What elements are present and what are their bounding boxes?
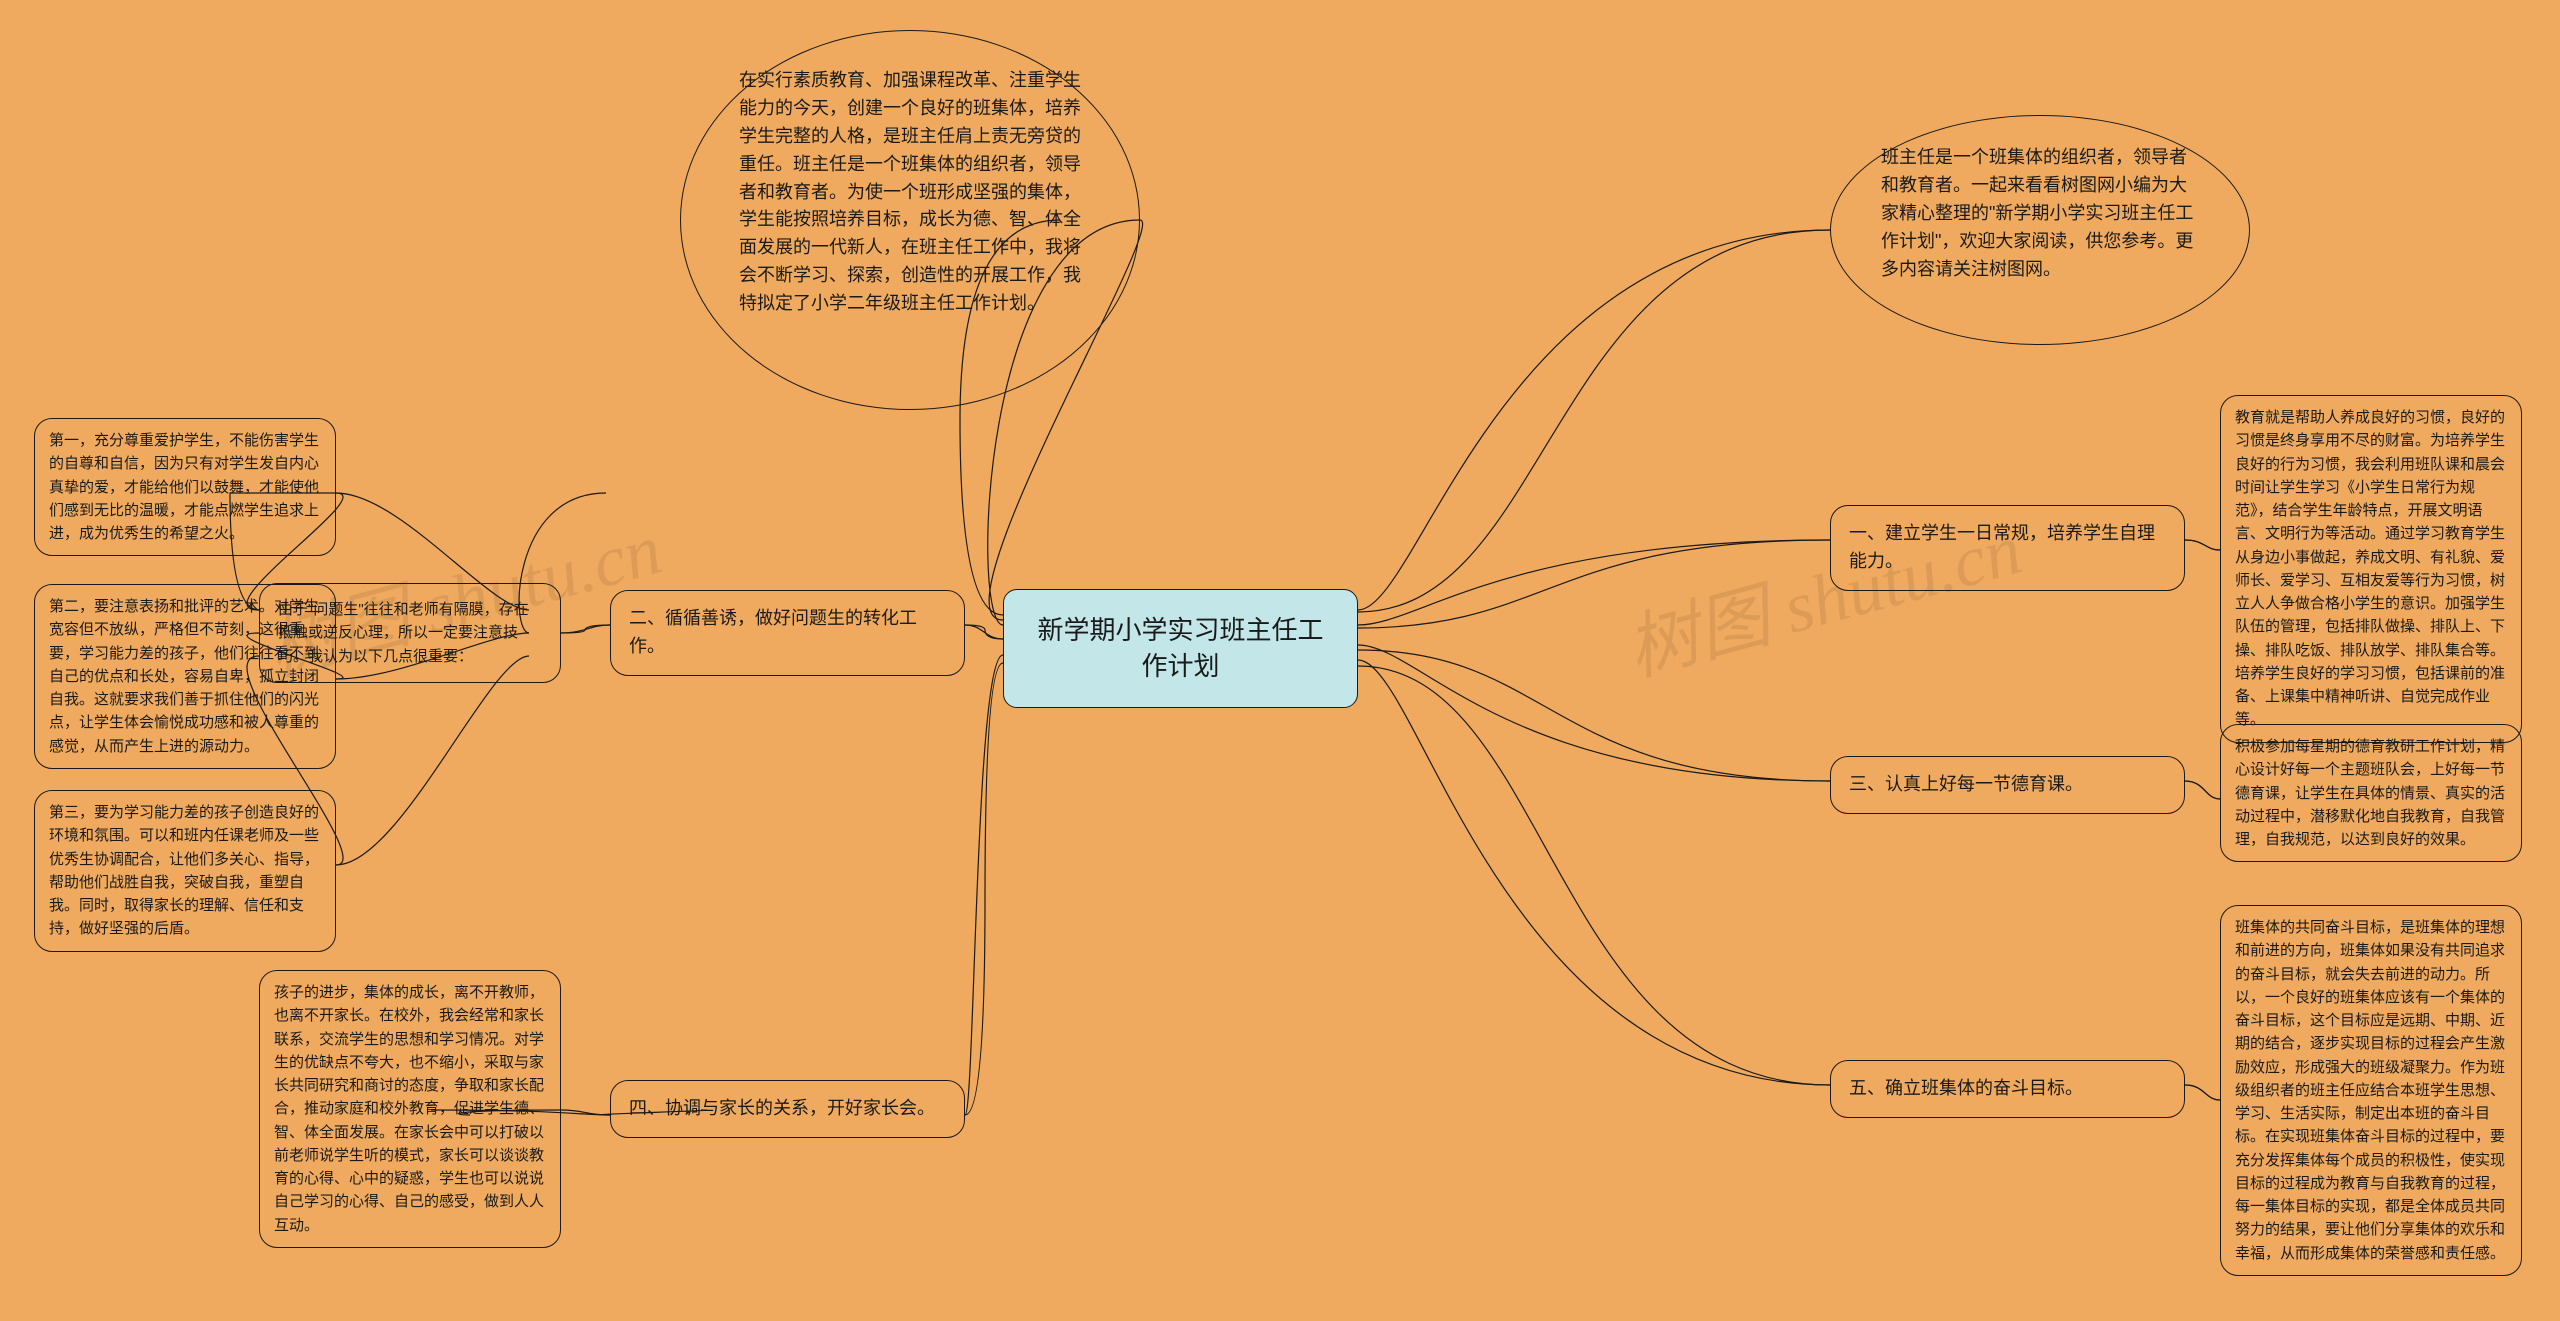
center-title: 新学期小学实习班主任工 作计划	[1037, 615, 1323, 681]
leaf-text: 班集体的共同奋斗目标，是班集体的理想和前进的方向，班集体如果没有共同追求的奋斗目…	[2235, 919, 2505, 1262]
leaf-text: 教育就是帮助人养成良好的习惯，良好的习惯是终身享用不尽的财富。为培养学生良好的行…	[2235, 409, 2505, 728]
branch-2-leaf-3: 第三，要为学习能力差的孩子创造良好的环境和氛围。可以和班内任课老师及一些优秀生协…	[34, 790, 336, 952]
branch-5: 五、确立班集体的奋斗目标。	[1830, 1060, 2185, 1118]
branch-2-label: 二、循循善诱，做好问题生的转化工作。	[629, 608, 917, 656]
leaf-text: 第二，要注意表扬和批评的艺术。对学生宽容但不放纵，严格但不苛刻，这很重要，学习能…	[49, 598, 319, 755]
leaf-text: 第三，要为学习能力差的孩子创造良好的环境和氛围。可以和班内任课老师及一些优秀生协…	[49, 804, 319, 937]
branch-3-leaf: 积极参加每星期的德育教研工作计划，精心设计好每一个主题班队会，上好每一节德育课，…	[2220, 724, 2522, 862]
branch-5-leaf: 班集体的共同奋斗目标，是班集体的理想和前进的方向，班集体如果没有共同追求的奋斗目…	[2220, 905, 2522, 1276]
branch-4-label: 四、协调与家长的关系，开好家长会。	[629, 1098, 935, 1118]
intro-ellipse-left: 在实行素质教育、加强课程改革、注重学生能力的今天，创建一个良好的班集体，培养学生…	[680, 30, 1140, 410]
intro-ellipse-right: 班主任是一个班集体的组织者，领导者和教育者。一起来看看树图网小编为大家精心整理的…	[1830, 115, 2250, 345]
center-node: 新学期小学实习班主任工 作计划	[1003, 589, 1358, 708]
branch-2: 二、循循善诱，做好问题生的转化工作。	[610, 590, 965, 676]
leaf-text: 孩子的进步，集体的成长，离不开教师，也离不开家长。在校外，我会经常和家长联系，交…	[274, 984, 544, 1234]
branch-1-label: 一、建立学生一日常规，培养学生自理能力。	[1849, 523, 2155, 571]
leaf-text: 积极参加每星期的德育教研工作计划，精心设计好每一个主题班队会，上好每一节德育课，…	[2235, 738, 2505, 848]
intro-right-text: 班主任是一个班集体的组织者，领导者和教育者。一起来看看树图网小编为大家精心整理的…	[1881, 147, 2193, 279]
branch-1-leaf: 教育就是帮助人养成良好的习惯，良好的习惯是终身享用不尽的财富。为培养学生良好的行…	[2220, 395, 2522, 743]
leaf-text: 第一，充分尊重爱护学生，不能伤害学生的自尊和自信，因为只有对学生发自内心真挚的爱…	[49, 432, 319, 542]
branch-1: 一、建立学生一日常规，培养学生自理能力。	[1830, 505, 2185, 591]
branch-3: 三、认真上好每一节德育课。	[1830, 756, 2185, 814]
intro-text: 在实行素质教育、加强课程改革、注重学生能力的今天，创建一个良好的班集体，培养学生…	[739, 70, 1081, 313]
branch-5-label: 五、确立班集体的奋斗目标。	[1849, 1078, 2083, 1098]
branch-4: 四、协调与家长的关系，开好家长会。	[610, 1080, 965, 1138]
branch-2-leaf-2: 第二，要注意表扬和批评的艺术。对学生宽容但不放纵，严格但不苛刻，这很重要，学习能…	[34, 584, 336, 769]
branch-2-leaf-1: 第一，充分尊重爱护学生，不能伤害学生的自尊和自信，因为只有对学生发自内心真挚的爱…	[34, 418, 336, 556]
branch-4-leaf: 孩子的进步，集体的成长，离不开教师，也离不开家长。在校外，我会经常和家长联系，交…	[259, 970, 561, 1248]
branch-3-label: 三、认真上好每一节德育课。	[1849, 774, 2083, 794]
